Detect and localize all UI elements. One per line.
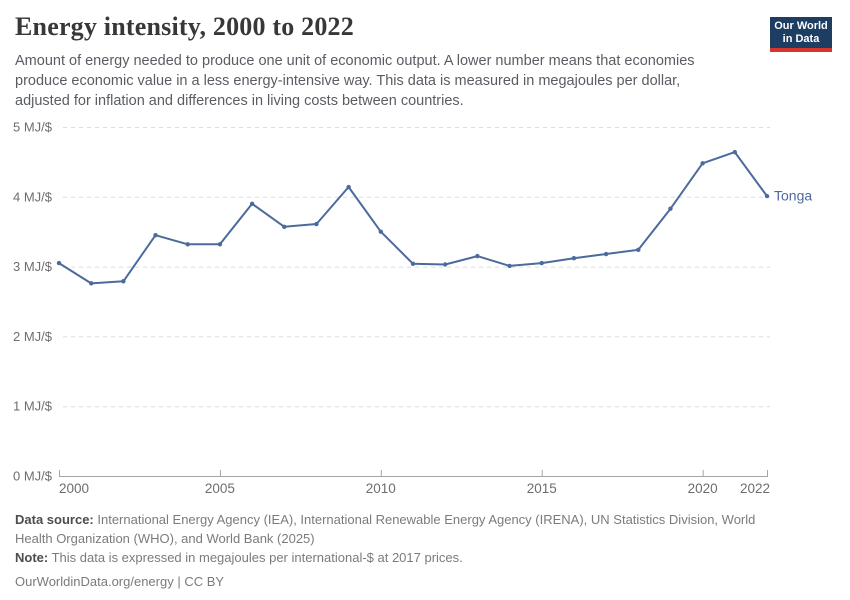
data-point[interactable] [475,253,480,259]
y-axis-tick-label: 5 MJ/$ [13,120,53,135]
data-point[interactable] [282,224,287,230]
x-axis-tick-label: 2000 [59,481,89,496]
x-axis-tick-label: 2005 [205,481,235,496]
data-point[interactable] [410,261,416,267]
data-point[interactable] [88,281,94,286]
data-source-line: Data source: International Energy Agency… [15,510,795,548]
chart-footer: Data source: International Energy Agency… [15,510,795,591]
note-label: Note: [15,550,49,565]
owid-logo[interactable]: Our World in Data [770,17,832,52]
data-point[interactable] [121,279,126,284]
owid-logo-box: Our World in Data [770,17,832,48]
data-point[interactable] [346,184,351,190]
owid-logo-stripe [770,48,832,52]
data-point[interactable] [153,232,158,238]
data-point[interactable] [732,149,738,155]
data-point[interactable] [636,247,641,253]
owid-logo-line2: in Data [782,33,820,45]
data-point[interactable] [314,221,319,227]
y-axis-tick-label: 4 MJ/$ [13,189,53,204]
data-point[interactable] [507,263,512,269]
data-source-label: Data source: [15,512,94,527]
data-point[interactable] [249,201,255,206]
data-point[interactable] [764,193,770,199]
x-axis-tick-label: 2010 [366,481,396,496]
page-title: Energy intensity, 2000 to 2022 [15,12,354,41]
data-point[interactable] [442,262,448,267]
y-axis-tick-label: 2 MJ/$ [13,329,53,344]
note-text: This data is expressed in megajoules per… [48,550,463,565]
data-point[interactable] [571,256,577,261]
x-axis-tick-label: 2022 [740,481,770,496]
data-point[interactable] [539,260,544,266]
data-point[interactable] [56,260,62,266]
data-point[interactable] [668,206,673,211]
chart-subtitle: Amount of energy needed to produce one u… [15,53,695,109]
owid-logo-line1: Our World [774,20,828,32]
data-point[interactable] [700,161,705,166]
note-line: Note: This data is expressed in megajoul… [15,548,795,567]
citation-line[interactable]: OurWorldinData.org/energy | CC BY [15,574,225,589]
x-axis-tick-label: 2020 [688,481,718,496]
data-source-text: International Energy Agency (IEA), Inter… [15,512,756,546]
data-point[interactable] [217,242,223,247]
data-point[interactable] [378,229,384,234]
y-axis-tick-label: 0 MJ/$ [13,469,53,484]
data-point[interactable] [185,242,190,247]
series-label-tonga[interactable]: Tonga [774,188,812,204]
y-axis-tick-label: 3 MJ/$ [13,259,53,274]
x-axis-tick-label: 2015 [527,481,557,496]
data-point[interactable] [603,251,609,257]
y-axis-tick-label: 1 MJ/$ [13,399,53,414]
